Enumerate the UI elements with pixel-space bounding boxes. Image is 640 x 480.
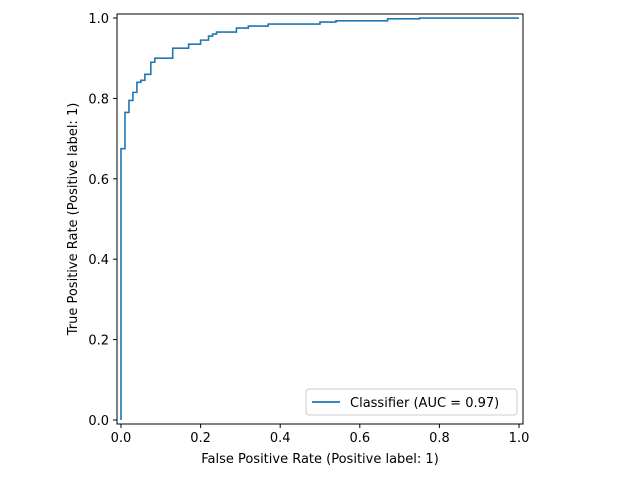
legend: Classifier (AUC = 0.97) [305, 388, 518, 416]
y-tick-label: 0.2 [88, 334, 109, 349]
y-tick-label: 0.0 [88, 414, 109, 429]
x-axis-label: False Positive Rate (Positive label: 1) [201, 452, 439, 467]
legend-box [305, 388, 518, 416]
y-tick-label: 0.8 [88, 92, 109, 107]
x-tick-label: 0.6 [349, 431, 370, 446]
x-tick-label: 1.0 [509, 431, 530, 446]
x-axis-ticks: 0.0 0.2 0.4 0.6 0.8 1.0 [111, 424, 530, 446]
y-tick-label: 0.4 [88, 253, 109, 268]
y-axis-ticks: 0.0 0.2 0.4 0.6 0.8 1.0 [88, 12, 117, 429]
axes-frame [116, 13, 524, 425]
x-tick-label: 0.2 [190, 431, 211, 446]
y-tick-label: 0.6 [88, 173, 109, 188]
x-tick-label: 0.4 [270, 431, 291, 446]
y-tick-label: 1.0 [88, 12, 109, 27]
roc-curve-line [120, 17, 520, 420]
x-tick-label: 0.0 [111, 431, 132, 446]
plot-area [116, 13, 524, 425]
y-axis-label: True Positive Rate (Positive label: 1) [66, 103, 81, 337]
x-tick-label: 0.8 [429, 431, 450, 446]
legend-label: Classifier (AUC = 0.97) [350, 396, 499, 411]
